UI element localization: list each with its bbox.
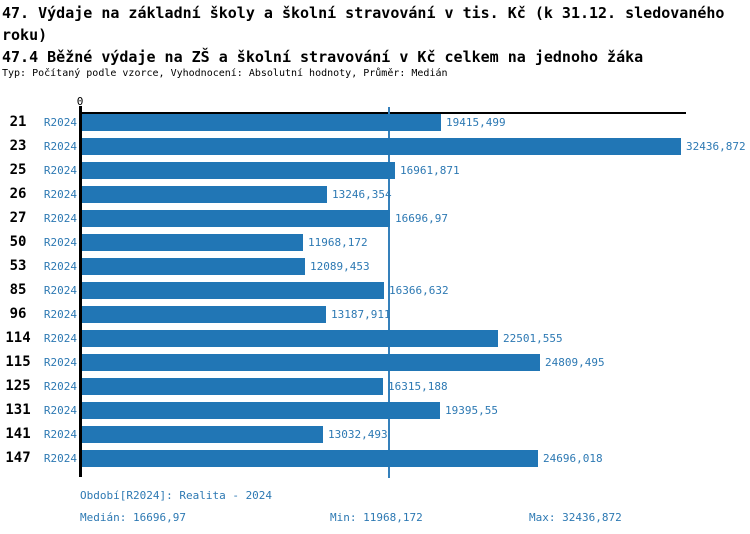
row-series-label: R2024	[43, 212, 77, 225]
bar	[82, 258, 305, 275]
bar-value-label: 24696,018	[543, 452, 603, 465]
row-category-label: 23	[9, 138, 27, 154]
row-series-label: R2024	[43, 428, 77, 441]
y-axis-line	[79, 112, 82, 477]
row-series-label: R2024	[43, 260, 77, 273]
median-stat-label: Medián: 16696,97	[80, 511, 186, 524]
row-series-label: R2024	[43, 380, 77, 393]
row-category-label: 25	[9, 162, 27, 178]
bar	[82, 138, 681, 155]
bar-value-label: 12089,453	[310, 260, 370, 273]
bar-value-label: 16315,188	[388, 380, 448, 393]
row-series-label: R2024	[43, 332, 77, 345]
x-axis-zero-label: 0	[76, 95, 84, 108]
row-category-label: 141	[5, 426, 31, 442]
bar-value-label: 16696,97	[395, 212, 448, 225]
bar	[82, 234, 303, 251]
bar-value-label: 32436,872	[686, 140, 746, 153]
bar	[82, 162, 395, 179]
row-category-label: 147	[5, 450, 31, 466]
row-category-label: 21	[9, 114, 27, 130]
bar-value-label: 11968,172	[308, 236, 368, 249]
row-series-label: R2024	[43, 452, 77, 465]
row-series-label: R2024	[43, 356, 77, 369]
x-axis-tick	[79, 106, 82, 113]
median-line	[388, 107, 390, 478]
row-series-label: R2024	[43, 164, 77, 177]
bar	[82, 402, 440, 419]
bar	[82, 282, 384, 299]
row-series-label: R2024	[43, 188, 77, 201]
row-category-label: 50	[9, 234, 27, 250]
bar-value-label: 19395,55	[445, 404, 498, 417]
bar	[82, 426, 323, 443]
bar-value-label: 13246,354	[332, 188, 392, 201]
row-category-label: 115	[5, 354, 31, 370]
row-series-label: R2024	[43, 140, 77, 153]
bar-value-label: 22501,555	[503, 332, 563, 345]
row-series-label: R2024	[43, 116, 77, 129]
min-stat-label: Min: 11968,172	[330, 511, 423, 524]
row-category-label: 85	[9, 282, 27, 298]
bar-value-label: 16366,632	[389, 284, 449, 297]
bar-value-label: 13032,493	[328, 428, 388, 441]
max-stat-label: Max: 32436,872	[529, 511, 622, 524]
row-category-label: 125	[5, 378, 31, 394]
period-label: Období[R2024]: Realita - 2024	[80, 489, 273, 502]
bar-value-label: 24809,495	[545, 356, 605, 369]
row-series-label: R2024	[43, 404, 77, 417]
chart-subtitle: 47.4 Běžné výdaje na ZŠ a školní stravov…	[2, 48, 644, 66]
row-category-label: 131	[5, 402, 31, 418]
row-series-label: R2024	[43, 236, 77, 249]
row-series-label: R2024	[43, 308, 77, 321]
x-axis-line	[79, 112, 686, 114]
bar	[82, 378, 383, 395]
bar	[82, 354, 540, 371]
row-category-label: 26	[9, 186, 27, 202]
row-category-label: 114	[5, 330, 31, 346]
bar-value-label: 19415,499	[446, 116, 506, 129]
bar	[82, 330, 498, 347]
chart-meta-line: Typ: Počítaný podle vzorce, Vyhodnocení:…	[2, 68, 448, 79]
row-category-label: 96	[9, 306, 27, 322]
bar	[82, 114, 441, 131]
row-category-label: 27	[9, 210, 27, 226]
row-series-label: R2024	[43, 284, 77, 297]
row-category-label: 53	[9, 258, 27, 274]
bar	[82, 306, 326, 323]
bar-value-label: 13187,911	[331, 308, 391, 321]
bar	[82, 210, 390, 227]
bar-value-label: 16961,871	[400, 164, 460, 177]
bar	[82, 450, 538, 467]
chart-title: 47. Výdaje na základní školy a školní st…	[2, 4, 725, 44]
bar	[82, 186, 327, 203]
